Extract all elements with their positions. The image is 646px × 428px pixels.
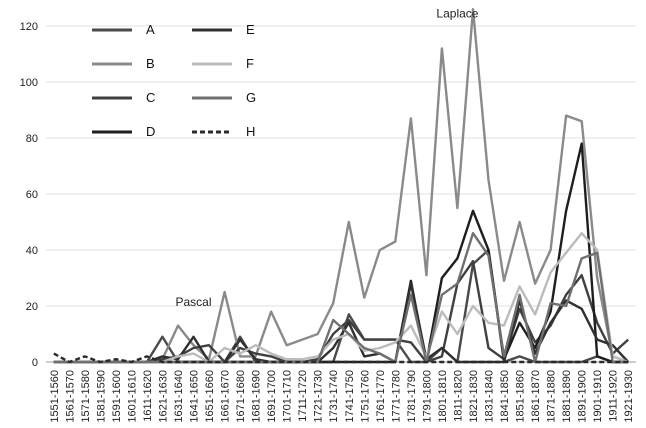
x-tick-label: 1731-1740: [328, 370, 340, 423]
annotations: Laplace Pascal: [175, 7, 478, 309]
x-tick-label: 1651-1660: [204, 370, 216, 423]
legend-label-e: E: [246, 22, 255, 37]
x-tick-label: 1811-1820: [452, 370, 464, 422]
y-tick-label: 80: [26, 133, 38, 145]
x-tick-label: 1781-1790: [406, 370, 418, 423]
x-tick-label: 1861-1870: [530, 370, 542, 423]
series-line-b: [53, 7, 629, 364]
x-tick-label: 1751-1760: [359, 370, 371, 423]
legend-label-f: F: [246, 56, 254, 71]
annotation-label: Pascal: [175, 295, 211, 309]
x-tick-label: 1591-1600: [111, 370, 123, 423]
legend-label-d: D: [146, 124, 155, 139]
x-tick-label: 1851-1860: [515, 370, 527, 423]
y-tick-label: 0: [32, 357, 38, 369]
x-tick-label: 1631-1640: [173, 370, 185, 423]
legend-label-h: H: [246, 124, 255, 139]
x-tick-label: 1611-1620: [142, 370, 154, 422]
legend-label-a: A: [146, 22, 155, 37]
x-tick-label: 1641-1650: [189, 370, 201, 423]
x-tick-label: 1871-1880: [546, 370, 558, 423]
x-tick-label: 1691-1700: [266, 370, 278, 423]
x-tick-label: 1771-1780: [390, 370, 402, 423]
x-tick-label: 1551-1560: [49, 370, 61, 423]
x-tick-label: 1721-1730: [313, 370, 325, 423]
x-tick-label: 1601-1610: [126, 370, 138, 423]
series-line-a: [53, 248, 629, 364]
series-line-h: [53, 352, 629, 364]
y-tick-label: 100: [20, 77, 38, 89]
x-tick-label: 1661-1670: [220, 370, 232, 423]
x-tick-label: 1681-1690: [251, 370, 263, 423]
x-tick-label: 1801-1810: [437, 370, 449, 423]
x-tick-label: 1911-1920: [608, 370, 620, 422]
legend-label-c: C: [146, 90, 155, 105]
x-tick-label: 1581-1590: [95, 370, 107, 423]
x-tick-label: 1891-1900: [577, 370, 589, 423]
legend-label-g: G: [246, 90, 256, 105]
x-tick-label: 1571-1580: [80, 370, 92, 423]
x-tick-label: 1831-1840: [484, 370, 496, 423]
legend-label-b: B: [146, 56, 155, 71]
y-tick-label: 20: [26, 301, 38, 313]
gridlines: [46, 25, 636, 363]
x-tick-label: 1671-1680: [235, 370, 247, 423]
x-axis: 1551-1560 1561-1570 1571-1580 1581-1590 1591…: [49, 370, 635, 423]
x-tick-label: 1741-1750: [344, 370, 356, 423]
x-tick-label: 1841-1850: [499, 370, 511, 423]
series-line-g: [53, 231, 629, 364]
annotation-label: Laplace: [436, 7, 478, 21]
x-tick-label: 1761-1770: [375, 370, 387, 423]
x-tick-label: 1711-1720: [297, 370, 309, 422]
x-tick-label: 1881-1890: [561, 370, 573, 423]
series-line-f: [53, 231, 629, 364]
x-tick-label: 1791-1800: [421, 370, 433, 423]
x-tick-label: 1621-1630: [157, 370, 169, 423]
y-axis: 0 20 40 60 80 100 120: [20, 21, 38, 369]
y-tick-label: 40: [26, 245, 38, 257]
x-tick-label: 1821-1830: [468, 370, 480, 423]
x-tick-label: 1921-1930: [623, 370, 635, 423]
x-tick-label: 1561-1570: [64, 370, 76, 423]
y-tick-label: 60: [26, 189, 38, 201]
y-tick-label: 120: [20, 21, 38, 33]
series-line-d: [53, 142, 629, 364]
x-tick-label: 1701-1710: [282, 370, 294, 423]
series-lines: [53, 7, 630, 364]
series-line-c: [53, 260, 630, 364]
legend: A B C D E F G H: [92, 22, 256, 139]
x-tick-label: 1901-1910: [592, 370, 604, 423]
